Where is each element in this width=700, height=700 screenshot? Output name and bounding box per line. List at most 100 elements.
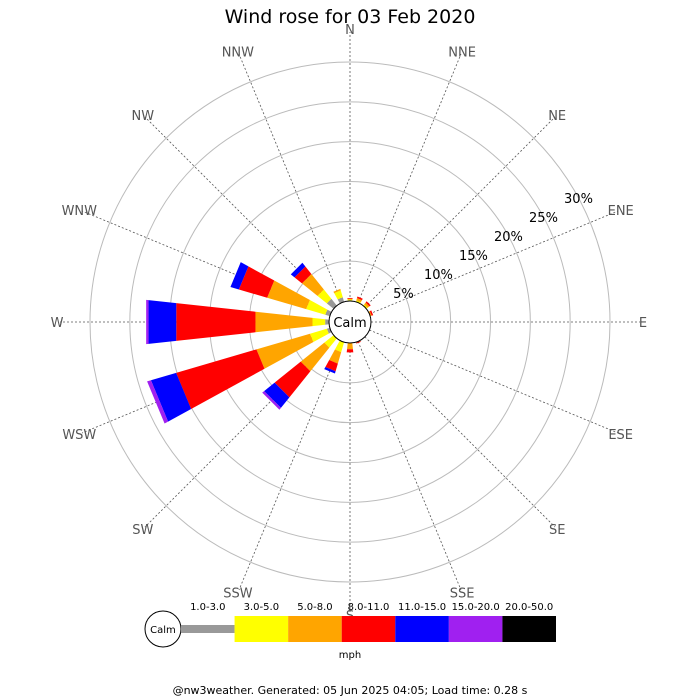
bar-nnw-3.0-5.0 xyxy=(334,290,343,300)
direction-label-sse: SSE xyxy=(450,587,475,602)
wind-bars xyxy=(146,262,374,424)
bar-s-5.0-8.0 xyxy=(347,342,353,350)
bar-sw-15.0-20.0 xyxy=(262,391,281,410)
radial-tick-label: 25% xyxy=(529,211,558,226)
bar-wnw-8.0-11.0 xyxy=(238,266,275,298)
calm-center: Calm xyxy=(328,300,372,344)
calm-label: Calm xyxy=(333,316,366,331)
bar-ssw-5.0-8.0 xyxy=(329,349,342,364)
bar-wsw-5.0-8.0 xyxy=(256,333,314,369)
radial-tick-label: 10% xyxy=(424,268,453,283)
bar-nw-1.0-3.0 xyxy=(326,298,337,309)
bar-nne-3.0-5.0 xyxy=(355,300,361,304)
direction-label-wnw: WNW xyxy=(62,204,98,219)
bar-ne-5.0-8.0 xyxy=(364,302,370,308)
direction-label-se: SE xyxy=(549,523,565,538)
bar-ssw-11.0-15.0 xyxy=(324,366,336,374)
legend-bin-label: 1.0-3.0 xyxy=(190,602,225,613)
bar-ssw-3.0-5.0 xyxy=(334,340,345,353)
bar-nne-5.0-8.0 xyxy=(356,298,362,303)
legend-swatch-1.0-3.0 xyxy=(181,625,235,633)
bar-wsw-3.0-5.0 xyxy=(309,328,329,343)
axis-labels: NNNENEENEEESESESSESSSWSWWSWWWNWNWNNW5%10… xyxy=(51,23,648,624)
bar-w-1.0-3.0 xyxy=(325,319,330,325)
direction-label-ssw: SSW xyxy=(223,587,253,602)
legend-bin-label: 3.0-5.0 xyxy=(244,602,279,613)
grid-spoke xyxy=(238,341,343,591)
direction-label-ese: ESE xyxy=(608,428,633,443)
radial-tick-label: 20% xyxy=(494,230,523,245)
legend-swatch-5.0-8.0 xyxy=(288,616,342,642)
grid-ring xyxy=(89,61,611,583)
legend-swatch-15.0-20.0 xyxy=(448,616,503,642)
legend-bin-label: 5.0-8.0 xyxy=(297,602,332,613)
radial-tick-label: 30% xyxy=(564,192,593,207)
legend-swatch-3.0-5.0 xyxy=(234,616,289,642)
bar-sw-11.0-15.0 xyxy=(264,382,290,408)
bar-wnw-11.0-15.0 xyxy=(230,262,249,290)
bar-w-3.0-5.0 xyxy=(312,317,326,327)
direction-label-ne: NE xyxy=(548,109,566,124)
legend-bin-label: 20.0-50.0 xyxy=(505,602,553,613)
direction-label-ene: ENE xyxy=(608,204,634,219)
footer-text: @nw3weather. Generated: 05 Jun 2025 04:0… xyxy=(172,684,528,697)
bar-ene-8.0-11.0 xyxy=(369,310,374,316)
bar-n-5.0-8.0 xyxy=(347,298,353,300)
legend-bin-label: 11.0-15.0 xyxy=(398,602,446,613)
bar-nw-3.0-5.0 xyxy=(317,289,332,304)
grid-spoke xyxy=(369,210,619,315)
direction-label-sw: SW xyxy=(132,523,153,538)
legend-calm-label: Calm xyxy=(150,625,176,636)
bar-w-15.0-20.0 xyxy=(146,299,149,345)
legend: Calm mph 1.0-3.0 3.0-5.0 5.0-8.0 8.0-11.0 11… xyxy=(144,602,556,661)
bar-nne-8.0-11.0 xyxy=(357,296,363,301)
bar-w-8.0-11.0 xyxy=(176,303,256,341)
bar-ene-5.0-8.0 xyxy=(368,311,372,317)
grid-spoke xyxy=(357,53,462,303)
radial-tick-label: 5% xyxy=(393,287,414,302)
bar-sw-5.0-8.0 xyxy=(300,342,330,372)
direction-label-e: E xyxy=(639,316,647,331)
direction-label-wsw: WSW xyxy=(62,428,96,443)
bar-nnw-5.0-8.0 xyxy=(333,288,341,294)
calm-circle xyxy=(328,300,372,344)
direction-label-w: W xyxy=(51,316,64,331)
grid-spoke xyxy=(364,116,556,308)
radial-tick-label: 15% xyxy=(459,249,488,264)
direction-label-nne: NNE xyxy=(448,45,476,60)
legend-unit-label: mph xyxy=(339,650,361,661)
bar-ne-8.0-11.0 xyxy=(365,301,371,307)
grid-spoke xyxy=(357,341,462,591)
chart-title: Wind rose for 03 Feb 2020 xyxy=(224,6,476,28)
bar-wsw-8.0-11.0 xyxy=(176,349,265,409)
bar-ssw-8.0-11.0 xyxy=(325,359,338,372)
bar-wnw-3.0-5.0 xyxy=(306,300,328,315)
direction-label-nnw: NNW xyxy=(222,45,254,60)
bar-s-8.0-11.0 xyxy=(346,349,354,353)
grid-spoke xyxy=(364,336,556,528)
bar-n-8.0-11.0 xyxy=(347,297,353,299)
bar-w-5.0-8.0 xyxy=(255,311,313,333)
bar-nw-8.0-11.0 xyxy=(294,266,312,284)
bar-sw-3.0-5.0 xyxy=(324,335,337,348)
legend-bin-label: 15.0-20.0 xyxy=(452,602,500,613)
legend-bin-label: 8.0-11.0 xyxy=(348,602,390,613)
legend-swatch-8.0-11.0 xyxy=(341,616,396,642)
bar-w-11.0-15.0 xyxy=(148,300,177,344)
bar-n-3.0-5.0 xyxy=(347,299,353,301)
bar-nw-5.0-8.0 xyxy=(301,273,324,296)
legend-swatch-11.0-15.0 xyxy=(395,616,449,642)
bar-ne-3.0-5.0 xyxy=(363,304,368,309)
bar-wnw-5.0-8.0 xyxy=(267,280,310,310)
grid-ring xyxy=(129,101,571,543)
bar-wsw-15.0-20.0 xyxy=(147,380,169,424)
bar-sw-8.0-11.0 xyxy=(274,361,311,398)
legend-swatch-20.0-50.0 xyxy=(502,616,556,642)
grid-spoke xyxy=(238,53,343,303)
grid-spoke xyxy=(369,329,619,434)
direction-label-n: N xyxy=(345,23,355,38)
bar-sse-8.0-11.0 xyxy=(356,341,361,344)
direction-label-nw: NW xyxy=(132,109,155,124)
